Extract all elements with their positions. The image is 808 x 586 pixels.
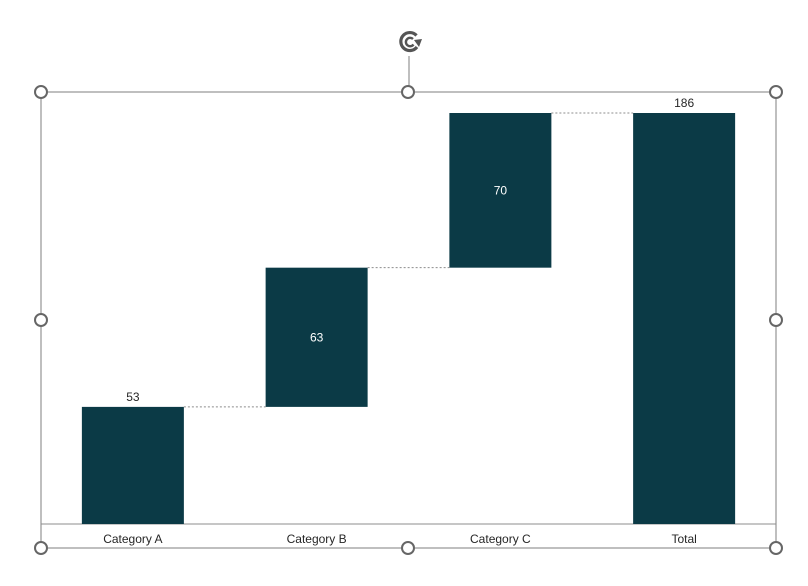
resize-handles [34,85,783,555]
rotate-icon[interactable] [399,30,422,53]
x-tick-label: Category C [470,532,531,546]
resize-handle[interactable] [34,85,48,99]
plot-area: Category A 53 Category B 63 Category C 70 Tota… [41,96,776,546]
resize-handle[interactable] [769,313,783,327]
bar-category-c[interactable] [449,113,552,268]
resize-handle[interactable] [401,85,415,99]
bar-category-b[interactable] [265,267,368,407]
resize-handle[interactable] [769,85,783,99]
bar-total[interactable] [633,113,736,524]
x-tick-label: Total [671,532,696,546]
data-label: 63 [310,330,324,344]
resize-handle[interactable] [34,541,48,555]
resize-handle[interactable] [34,313,48,327]
data-label: 186 [674,96,694,110]
resize-handle[interactable] [401,541,415,555]
x-tick-label: Category A [103,532,162,546]
data-label: 53 [126,390,140,404]
x-tick-label: Category B [287,532,347,546]
resize-handle[interactable] [769,541,783,555]
bar-category-a[interactable] [81,406,184,524]
data-label: 70 [494,183,508,197]
